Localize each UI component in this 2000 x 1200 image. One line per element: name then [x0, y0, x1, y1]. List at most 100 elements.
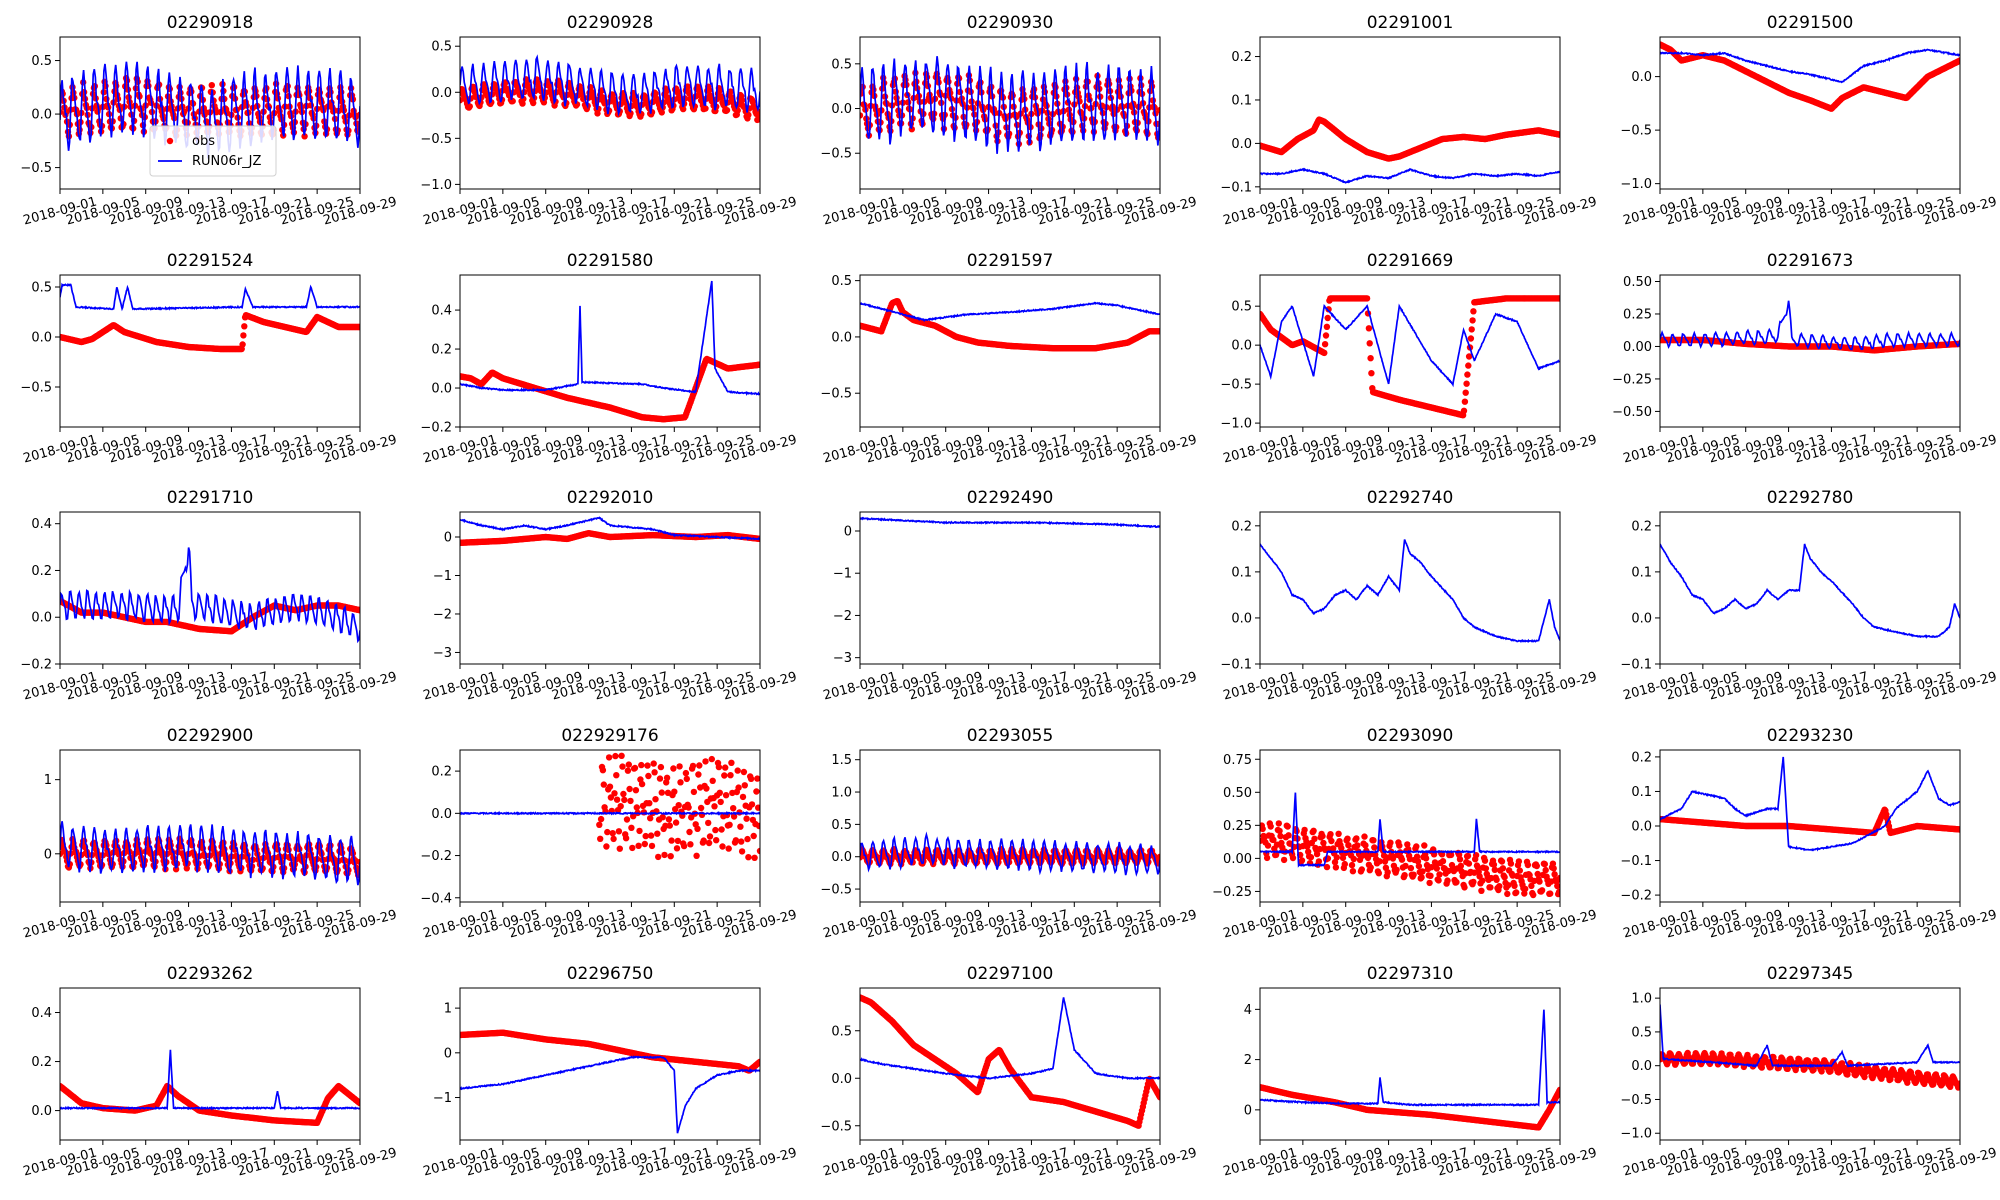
obs-point — [1462, 389, 1469, 396]
obs-point — [607, 794, 615, 801]
obs-point — [530, 99, 537, 107]
obs-point — [1324, 314, 1331, 322]
y-tick-label: −0.2 — [420, 421, 452, 436]
y-tick-label: −0.50 — [1612, 405, 1652, 420]
panel-title: 02291524 — [167, 251, 254, 271]
y-tick-label: −0.5 — [820, 387, 852, 402]
panel-title: 02291669 — [1367, 251, 1454, 271]
obs-point — [604, 828, 611, 836]
y-tick-label: −0.1 — [1220, 658, 1252, 673]
obs-point — [1365, 325, 1373, 332]
plot-area — [60, 821, 360, 886]
obs-point — [1115, 77, 1123, 84]
obs-point — [1469, 317, 1476, 324]
obs-point — [1156, 328, 1160, 335]
y-tick-label: −3 — [433, 646, 452, 661]
y-tick-label: 1 — [44, 773, 52, 788]
panel-title: 02291500 — [1767, 13, 1854, 33]
obs-point — [755, 113, 760, 121]
axes-frame — [1659, 274, 1961, 428]
obs-point — [356, 323, 360, 331]
series-RUN06r_JZ — [60, 547, 360, 644]
obs-point — [1461, 398, 1469, 405]
series-obs — [1260, 295, 1560, 419]
panel-02292010: 02292010−3−2−102018-09-012018-09-052018-… — [422, 488, 799, 704]
panel-02290918: 02290918−0.50.00.52018-09-012018-09-0520… — [20, 13, 398, 229]
legend-obs-label: obs — [192, 134, 215, 149]
y-tick-label: −0.5 — [820, 147, 852, 162]
series-RUN06r_JZ — [860, 56, 1160, 154]
obs-point — [241, 323, 248, 330]
y-tick-label: 0.2 — [31, 564, 52, 579]
panel-title: 02291710 — [167, 488, 254, 508]
obs-point — [684, 83, 691, 90]
obs-point — [1149, 97, 1157, 104]
obs-point — [611, 790, 618, 797]
panel-title: 02292740 — [1367, 488, 1454, 508]
obs-point — [605, 754, 613, 761]
obs-point — [603, 843, 610, 850]
panel-title: 02291673 — [1767, 251, 1854, 271]
plot-area — [860, 56, 1160, 154]
obs-point — [1556, 295, 1560, 302]
obs-point — [240, 332, 247, 339]
panel-title: 02291580 — [567, 251, 654, 271]
y-tick-label: 0.0 — [1231, 339, 1252, 354]
obs-point — [716, 87, 723, 94]
axes-frame — [859, 274, 1161, 428]
obs-point — [1366, 340, 1373, 347]
plot-area — [460, 54, 760, 124]
panel-02291673: 02291673−0.50−0.250.000.250.502018-09-01… — [1612, 251, 1998, 467]
panel-title: 02291597 — [967, 251, 1054, 271]
panel-02291524: 02291524−0.50.00.52018-09-012018-09-0520… — [20, 251, 398, 467]
legend-obs-marker — [166, 137, 174, 145]
obs-point — [1470, 308, 1477, 315]
series-RUN06r_JZ — [860, 301, 1160, 323]
series-RUN06r_JZ — [860, 516, 1160, 529]
obs-point — [734, 107, 741, 114]
y-tick-label: 0.1 — [1231, 93, 1252, 108]
panel-title: 02292490 — [967, 488, 1054, 508]
obs-point — [1956, 57, 1960, 64]
y-tick-label: 0.0 — [431, 86, 452, 101]
plot-area — [1260, 295, 1560, 419]
y-tick-label: 0.0 — [1631, 611, 1652, 626]
panel-02292490: 02292490−3−2−102018-09-012018-09-052018-… — [822, 488, 1199, 704]
panel-02292740: 02292740−0.10.00.10.22018-09-012018-09-0… — [1220, 488, 1598, 704]
plot-area — [60, 547, 360, 644]
obs-point — [1062, 78, 1069, 85]
series-RUN06r_JZ — [60, 61, 360, 159]
obs-point — [697, 92, 704, 99]
y-tick-label: 0.5 — [831, 57, 852, 72]
series-RUN06r_JZ — [1260, 303, 1560, 388]
panel-title: 02290930 — [967, 13, 1054, 33]
panel-02291500: 02291500−1.0−0.50.02018-09-012018-09-052… — [1620, 13, 1998, 229]
y-tick-label: 0.50 — [1623, 275, 1652, 290]
panel-title: 02292010 — [567, 488, 654, 508]
plot-area — [460, 280, 760, 423]
axes-frame — [459, 274, 761, 428]
axes-frame — [859, 511, 1161, 665]
y-tick-label: −2 — [833, 609, 852, 624]
obs-point — [1323, 323, 1331, 330]
panel-title: 02292780 — [1767, 488, 1854, 508]
obs-point — [466, 103, 473, 110]
y-tick-label: 0.5 — [31, 54, 52, 69]
series-obs — [596, 752, 760, 861]
panel-02290930: 02290930−0.50.00.52018-09-012018-09-0520… — [820, 13, 1198, 229]
y-tick-label: −0.1 — [1220, 180, 1252, 195]
obs-point — [738, 97, 746, 104]
obs-point — [1463, 380, 1470, 387]
y-tick-label: 0.0 — [1631, 70, 1652, 85]
y-tick-label: 0.2 — [431, 343, 452, 358]
y-tick-label: 0.2 — [1231, 50, 1252, 65]
legend-box — [149, 125, 277, 177]
obs-point — [597, 815, 605, 823]
y-tick-label: 0.0 — [1231, 137, 1252, 152]
y-tick-label: 0.1 — [1231, 565, 1252, 580]
obs-point — [663, 88, 670, 95]
y-tick-label: 0.4 — [31, 517, 52, 532]
obs-point — [723, 107, 731, 114]
axes-frame — [1659, 36, 1961, 190]
series-obs — [1260, 116, 1560, 162]
